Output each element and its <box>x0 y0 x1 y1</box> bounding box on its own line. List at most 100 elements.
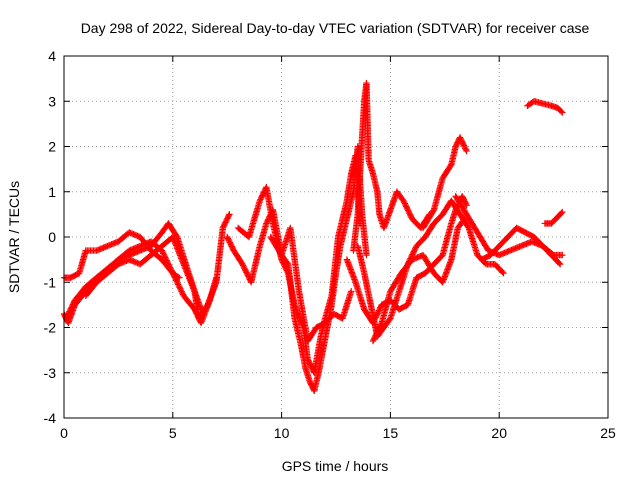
chart-title: Day 298 of 2022, Sidereal Day-to-day VTE… <box>81 20 590 36</box>
y-tick-label: -3 <box>44 365 57 381</box>
data-point <box>197 306 205 313</box>
data-point <box>241 266 249 273</box>
tick-layer: 0 5 10 15 20 25 -4 -3 -2 -1 0 1 2 3 4 <box>44 48 616 441</box>
data-point <box>375 307 383 314</box>
x-tick-label: 5 <box>169 425 177 441</box>
data-point <box>406 211 414 218</box>
data-point <box>402 203 410 210</box>
data-point <box>241 265 248 272</box>
data-point <box>411 245 419 253</box>
data-point <box>371 315 379 322</box>
data-point <box>400 198 408 206</box>
x-tick-label: 10 <box>274 425 290 441</box>
data-point <box>373 329 381 336</box>
data-point <box>161 253 168 260</box>
data-point <box>372 314 379 321</box>
data-point <box>406 210 413 217</box>
data-point <box>239 260 246 268</box>
x-axis-label: GPS time / hours <box>282 458 389 474</box>
data-point <box>68 304 75 311</box>
x-tick-label: 0 <box>60 425 68 441</box>
data-point <box>176 284 183 291</box>
data-point <box>373 311 381 318</box>
data-point <box>461 215 468 223</box>
data-point <box>175 281 182 288</box>
series-15 <box>541 208 566 227</box>
data-point <box>403 204 411 211</box>
data-point <box>177 285 184 292</box>
data-point <box>225 212 232 219</box>
y-axis-label: SDTVAR / TECUs <box>6 181 22 293</box>
data-point <box>64 311 72 318</box>
data-point <box>460 216 467 224</box>
data-point <box>371 333 379 341</box>
data-point <box>499 268 506 276</box>
data-point <box>175 282 183 290</box>
data-point <box>402 201 409 209</box>
data-point <box>179 289 186 297</box>
data-point <box>160 251 168 259</box>
data-point <box>559 109 566 116</box>
data-point <box>373 330 380 338</box>
data-point <box>373 312 380 320</box>
x-tick-label: 15 <box>383 425 399 441</box>
data-point <box>410 248 418 255</box>
data-point <box>69 302 76 310</box>
data-point <box>404 205 411 213</box>
data-point <box>555 259 563 267</box>
data-point <box>558 210 565 217</box>
data-point <box>177 286 185 294</box>
data-point <box>463 147 470 155</box>
series-14 <box>524 98 566 116</box>
series-1 <box>62 238 220 327</box>
series-9 <box>343 193 470 327</box>
data-point <box>66 308 73 315</box>
data-point <box>372 332 379 339</box>
data-point <box>226 211 233 218</box>
data-point <box>63 313 71 321</box>
series-13 <box>478 224 564 268</box>
data-point <box>243 270 251 278</box>
data-point <box>64 312 71 319</box>
data-point <box>173 278 181 285</box>
data-point <box>556 260 564 268</box>
data-point <box>159 248 166 256</box>
data-point <box>377 322 384 329</box>
data-point <box>370 336 377 343</box>
data-point <box>369 319 377 327</box>
data-point <box>447 162 454 170</box>
series-6 <box>267 224 355 345</box>
data-point <box>176 274 183 281</box>
data-point <box>401 200 408 207</box>
data-point <box>174 279 181 287</box>
data-point <box>377 304 384 311</box>
data-point <box>239 262 247 269</box>
data-point <box>407 212 415 220</box>
data-point <box>240 263 247 271</box>
y-tick-label: 2 <box>48 139 56 155</box>
data-point <box>242 267 249 275</box>
x-tick-label: 20 <box>491 425 507 441</box>
data-point <box>375 326 382 334</box>
data-point <box>409 249 417 257</box>
data-point <box>400 197 407 204</box>
data-point <box>160 250 167 257</box>
data-point <box>363 251 370 259</box>
data-layer <box>60 79 566 395</box>
data-point <box>375 325 383 332</box>
data-point <box>376 323 383 331</box>
data-point <box>374 328 381 335</box>
data-point <box>374 310 381 317</box>
y-tick-label: -4 <box>44 410 57 426</box>
series-3 <box>82 233 205 313</box>
series-7 <box>350 79 433 254</box>
data-point <box>500 270 507 277</box>
series-2 <box>60 229 183 281</box>
data-point <box>371 335 378 342</box>
y-tick-label: -1 <box>44 274 57 290</box>
data-point <box>411 247 418 254</box>
y-tick-label: 1 <box>48 184 56 200</box>
data-point <box>377 321 385 328</box>
y-tick-label: 4 <box>48 48 56 64</box>
